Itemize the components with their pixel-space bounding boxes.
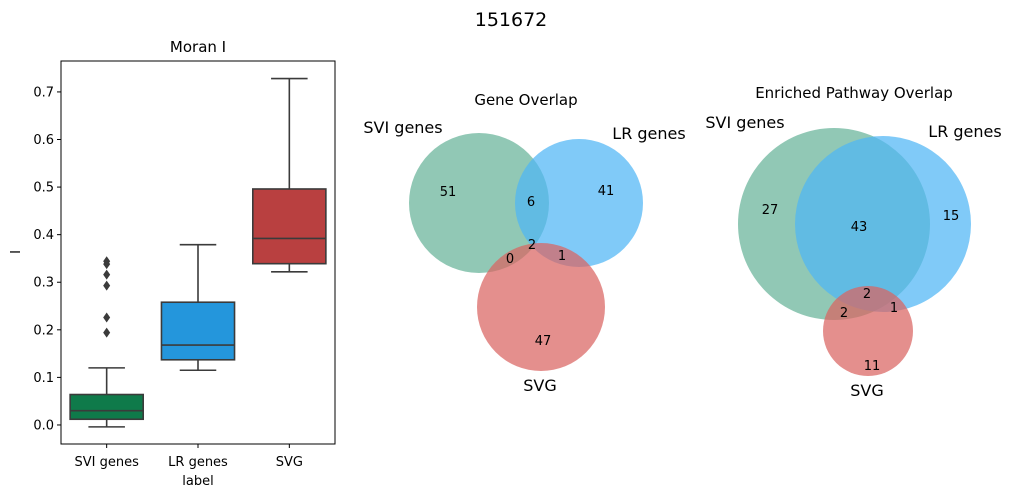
- y-axis-label: I: [9, 250, 24, 254]
- box-chart-title: Moran I: [170, 38, 226, 56]
- figure-title: 151672: [475, 9, 548, 31]
- x-tick-label: SVG: [276, 455, 303, 470]
- venn1-count-svg-only: 47: [535, 334, 552, 349]
- pathway-overlap-venn: Enriched Pathway Overlap SVI genes LR ge…: [705, 84, 1001, 400]
- outlier-point: [103, 269, 111, 280]
- moran-panel: Moran I 0.0 0.1 0.2 0.3 0.4 0.5 0.6 0.7 SVI gen…: [9, 38, 336, 489]
- x-axis-label: label: [182, 474, 213, 489]
- y-tick-label: 0.1: [33, 371, 54, 386]
- venn1-set-label-svi: SVI genes: [363, 118, 442, 137]
- boxes: [69, 77, 327, 428]
- venn2-circle-svg: [823, 286, 913, 376]
- x-tick-label: SVI genes: [74, 455, 139, 470]
- venn1-count-svi-lr: 6: [527, 195, 535, 210]
- venn1-count-all: 2: [528, 238, 536, 253]
- box: [252, 188, 327, 265]
- venn2-circle-lr: [795, 136, 971, 312]
- venn2-set-label-svg: SVG: [850, 381, 884, 400]
- venn1-set-label-svg: SVG: [523, 376, 557, 395]
- venn1-set-label-lr: LR genes: [612, 124, 685, 143]
- outlier-point: [103, 280, 111, 291]
- venn1-count-svi-only: 51: [440, 185, 457, 200]
- venn1-circle-svi: [409, 133, 549, 273]
- y-axis: 0.0 0.1 0.2 0.3 0.4 0.5 0.6 0.7: [33, 85, 61, 433]
- outlier-point: [103, 312, 111, 323]
- box: [160, 301, 236, 361]
- venn1-circle-svg: [477, 243, 605, 371]
- venn2-count-lr-svg: 1: [890, 301, 898, 316]
- venn1-title: Gene Overlap: [474, 91, 577, 109]
- x-axis: SVI genes LR genes SVG: [74, 444, 303, 470]
- venn2-count-all: 2: [863, 287, 871, 302]
- box: [69, 393, 144, 421]
- gene-overlap-venn: Gene Overlap SVI genes LR genes SVG 51 4…: [363, 91, 685, 395]
- y-tick-label: 0.4: [33, 228, 54, 243]
- venn1-count-lr-only: 41: [598, 184, 615, 199]
- y-tick-label: 0.3: [33, 276, 54, 291]
- y-tick-label: 0.5: [33, 181, 54, 196]
- x-tick-label: LR genes: [168, 455, 228, 470]
- venn1-count-svi-svg: 0: [506, 252, 514, 267]
- y-tick-label: 0.0: [33, 418, 54, 433]
- venn1-count-lr-svg: 1: [558, 249, 566, 264]
- venn2-count-lr-only: 15: [943, 209, 960, 224]
- venn2-set-label-svi: SVI genes: [705, 113, 784, 132]
- outlier-point: [103, 327, 111, 338]
- y-tick-label: 0.2: [33, 323, 54, 338]
- venn2-set-label-lr: LR genes: [928, 122, 1001, 141]
- venn1-circle-lr: [515, 139, 643, 267]
- venn2-title: Enriched Pathway Overlap: [755, 84, 953, 102]
- y-tick-label: 0.6: [33, 133, 54, 148]
- outlier-point: [103, 256, 111, 267]
- venn2-count-svi-only: 27: [762, 203, 779, 218]
- venn2-count-svi-svg: 2: [840, 306, 848, 321]
- y-tick-label: 0.7: [33, 85, 54, 100]
- venn2-count-svg-only: 11: [864, 359, 881, 374]
- venn2-count-svi-lr: 43: [851, 220, 868, 235]
